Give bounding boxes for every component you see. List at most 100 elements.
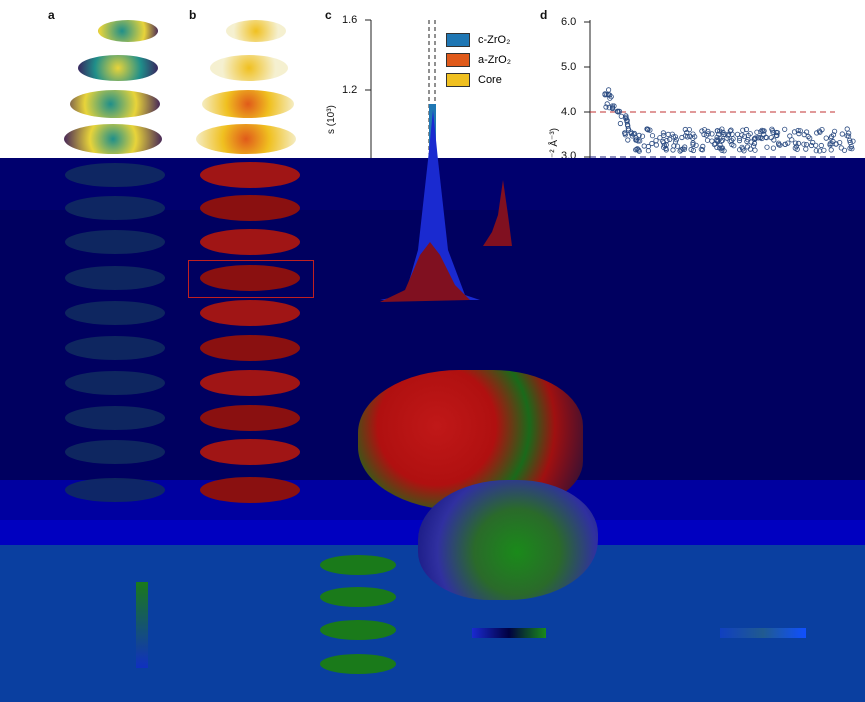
glitch-slice-a [65,478,165,502]
scatter-point [704,137,711,143]
scatter-point [606,92,613,98]
scatter-point [672,134,679,140]
glitch-slice-a [65,440,165,464]
scatter-point [672,139,679,145]
scatter-point [660,138,666,144]
scatter-point [663,147,669,153]
scatter-point [709,131,715,137]
scatter-point [844,133,850,139]
scatter-point [769,126,775,132]
scatter-point [663,142,669,148]
chart-d-ytick-3: 4.0 [561,106,577,118]
scatter-point [603,104,609,110]
scatter-point [636,132,642,138]
scatter-point [792,140,799,146]
scatter-point [760,128,766,134]
glitch-slice-a [65,301,165,325]
scatter-point [841,147,848,153]
scatter-point [678,147,684,153]
scatter-point [807,135,813,141]
slice-a-2 [78,55,158,81]
scatter-point [727,128,733,134]
scatter-point [850,138,856,144]
scatter-point [690,141,696,148]
scatter-point [757,134,764,141]
scatter-point [682,144,688,150]
glitch-slice-green [320,587,396,607]
scatter-point [667,136,673,142]
scatter-point [690,140,696,146]
chart-c-ytick-2: 1.2 [342,84,358,96]
scatter-point [649,140,655,147]
scatter-point [717,145,723,151]
scatter-point [703,132,710,138]
scatter-point [720,131,727,138]
scatter-point [736,138,743,144]
scatter-point [782,141,788,147]
glitch-slice-a [65,266,165,290]
scatter-point [645,143,652,150]
scatter-point [714,128,721,134]
scatter-point [813,148,819,154]
chart-c-ytick-1: 1.6 [342,14,358,26]
scatter-point [774,130,781,136]
scatter-point [787,133,793,139]
scatter-point [606,105,612,111]
colorbar-right [720,628,806,638]
scatter-point [649,133,656,139]
scatter-point [839,131,845,137]
scatter-point [731,143,737,149]
glitch-slice-b [200,335,300,361]
scatter-point [609,105,616,111]
glitch-slice-a [65,230,165,254]
scatter-point [701,127,708,133]
scatter-point [740,127,746,133]
histogram-core [483,180,512,246]
scatter-point [770,145,777,151]
scatter-point [690,147,697,154]
glitch-slice-green [320,555,396,575]
scatter-point [635,138,641,144]
scatter-point [849,146,855,152]
scatter-point [684,129,690,136]
chart-d-scatter [602,87,856,154]
scatter-point [737,147,743,153]
panel-b-label: b [189,8,197,22]
scatter-point [838,145,844,151]
glitch-slice-b [200,405,300,431]
scatter-point [803,142,810,148]
legend-swatch-core [446,73,470,87]
legend-label-a-zro2: a-ZrO₂ [478,54,511,66]
scatter-point [797,128,803,134]
glitch-slice-a [65,163,165,187]
scatter-point [681,146,688,152]
scatter-point [785,140,791,146]
glitch-slice-a [65,336,165,360]
scatter-point [725,133,731,139]
scatter-point [719,145,726,151]
glitch-slice-b [200,229,300,255]
glitch-slice-b [200,477,300,503]
scatter-point [701,131,707,138]
scatter-point [754,129,760,135]
chart-d-ytick-1: 6.0 [561,16,577,28]
scatter-point [759,127,765,133]
scatter-point [628,130,634,137]
scatter-point [635,147,642,153]
scatter-point [782,126,788,132]
slice-b-4 [196,124,296,154]
scatter-point [653,142,660,148]
legend-item-a-zro2: a-ZrO₂ [446,50,511,70]
glitch-slice-b [200,265,300,291]
slice-b-1 [226,20,286,42]
scatter-point [623,115,629,122]
scatter-point [819,127,825,133]
scatter-point [700,143,706,149]
scatter-point [808,142,815,149]
scatter-point [744,144,751,150]
scatter-point [823,135,829,141]
scatter-point [720,129,726,135]
scatter-point [714,134,720,140]
scatter-point [715,138,721,144]
